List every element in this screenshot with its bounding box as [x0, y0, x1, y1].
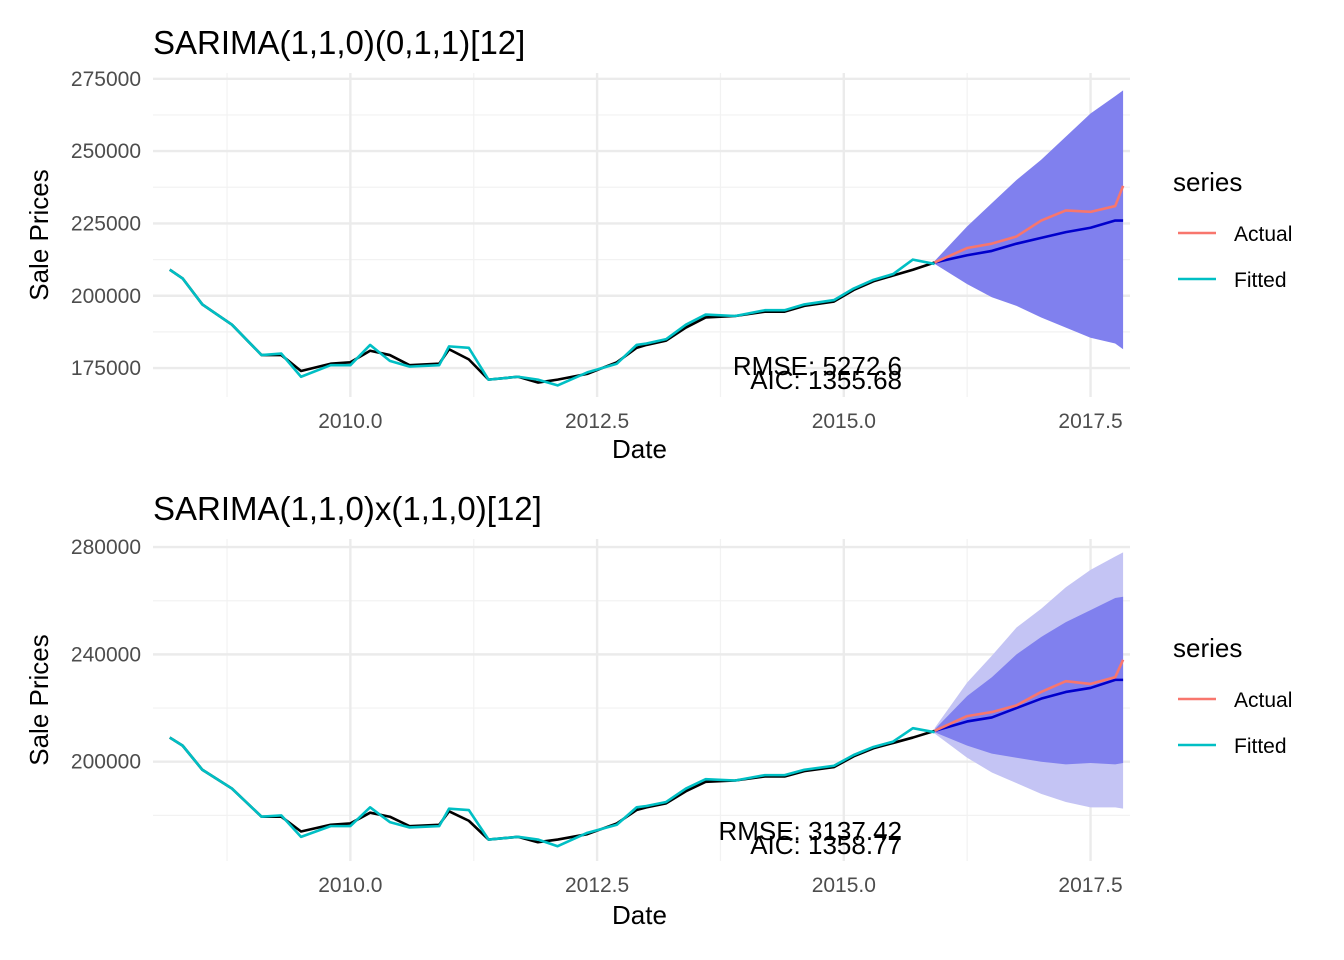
y-tick-label: 275000	[71, 68, 141, 91]
y-tick-label: 225000	[71, 212, 141, 235]
forecast-band-80	[934, 596, 1124, 765]
aic-annotation: AIC: 1355.68	[750, 365, 902, 395]
actual-series-line	[934, 659, 1125, 733]
y-tick-label: 280000	[71, 536, 141, 559]
y-tick-label: 200000	[71, 751, 141, 774]
observed-series-line	[169, 261, 936, 384]
y-axis-title: Sale Prices	[24, 634, 54, 766]
top-chart-panel: 2010.0 2012.5 2015.0 2017.5 175000 200000 2250…	[24, 24, 1292, 464]
x-axis-title: Date	[612, 434, 667, 464]
x-tick-label: 2015.0	[812, 410, 876, 433]
legend-label-fitted: Fitted	[1234, 735, 1287, 758]
rmse-annotation: RMSE: 5272.6	[733, 351, 902, 381]
y-tick-label: 250000	[71, 140, 141, 163]
x-tick-label: 2017.5	[1058, 874, 1122, 897]
x-tick-label: 2017.5	[1058, 410, 1122, 433]
aic-annotation: AIC: 1358.77	[750, 830, 902, 860]
y-tick-label: 240000	[71, 643, 141, 666]
x-tick-label: 2015.0	[812, 874, 876, 897]
x-tick-label: 2010.0	[318, 410, 382, 433]
legend-label-fitted: Fitted	[1234, 269, 1287, 292]
y-tick-label: 200000	[71, 285, 141, 308]
legend-title: series	[1173, 167, 1242, 197]
legend: series Actual Fitted	[1173, 633, 1292, 758]
legend-label-actual: Actual	[1234, 689, 1292, 712]
rmse-annotation: RMSE: 3137.42	[718, 816, 902, 846]
x-axis-title: Date	[612, 900, 667, 930]
fitted-series-line	[169, 726, 935, 848]
observed-series-line	[169, 729, 935, 844]
legend: series Actual Fitted	[1173, 167, 1292, 292]
x-tick-label: 2012.5	[565, 410, 629, 433]
legend-title: series	[1173, 633, 1242, 663]
bottom-chart-panel: 2010.0 2012.5 2015.0 2017.5 200000 240000 2800…	[24, 490, 1292, 930]
forecast-mean-line	[934, 678, 1124, 733]
chart-title: SARIMA(1,1,0)x(1,1,0)[12]	[153, 490, 542, 527]
y-axis-title: Sale Prices	[24, 169, 54, 301]
chart-title: SARIMA(1,1,0)(0,1,1)[12]	[153, 24, 525, 61]
actual-series-line	[934, 185, 1125, 264]
forecast-band-80	[934, 90, 1124, 350]
y-tick-label: 175000	[71, 357, 141, 380]
fitted-series-line	[169, 258, 935, 387]
x-tick-label: 2010.0	[318, 874, 382, 897]
legend-label-actual: Actual	[1234, 223, 1292, 246]
x-tick-label: 2012.5	[565, 874, 629, 897]
forecast-mean-line	[934, 219, 1124, 264]
